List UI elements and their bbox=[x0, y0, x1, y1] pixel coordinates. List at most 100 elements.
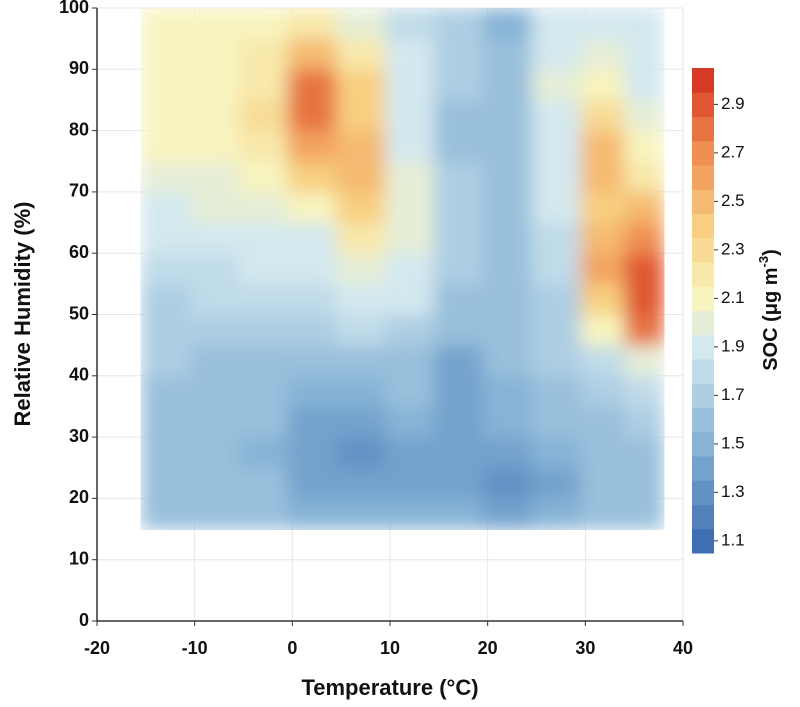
cell bbox=[433, 99, 484, 132]
y-tick-label: 30 bbox=[69, 426, 89, 446]
x-tick-label: 40 bbox=[673, 638, 693, 658]
cell bbox=[287, 69, 337, 101]
colorbar-tick-label: 1.7 bbox=[721, 385, 745, 404]
cell bbox=[287, 437, 337, 469]
cell bbox=[336, 437, 386, 469]
colorbar-tick-label: 2.7 bbox=[721, 142, 745, 161]
cell bbox=[624, 99, 665, 132]
cell bbox=[287, 99, 337, 132]
x-tick-label: -10 bbox=[182, 638, 208, 658]
cell bbox=[238, 498, 289, 530]
cell bbox=[140, 283, 191, 316]
y-tick-label: 50 bbox=[69, 303, 89, 323]
cell bbox=[287, 130, 337, 162]
cell bbox=[580, 191, 625, 224]
cell bbox=[140, 222, 191, 254]
cell bbox=[531, 222, 582, 254]
cell bbox=[482, 222, 533, 254]
colorbar-title-end: ) bbox=[760, 249, 782, 256]
cell bbox=[336, 314, 386, 346]
cell bbox=[238, 314, 289, 346]
cell bbox=[624, 467, 665, 499]
cell bbox=[624, 283, 665, 316]
cell bbox=[287, 8, 337, 40]
cell bbox=[385, 314, 435, 346]
y-tick-label: 40 bbox=[69, 365, 89, 385]
cell bbox=[531, 8, 582, 40]
cell bbox=[189, 406, 240, 438]
cell bbox=[580, 345, 625, 377]
cell bbox=[482, 8, 533, 40]
cell bbox=[482, 161, 533, 193]
cell bbox=[433, 253, 484, 285]
cell bbox=[624, 375, 665, 408]
colorbar-tick-label: 2.3 bbox=[721, 239, 745, 258]
cell bbox=[580, 222, 625, 254]
cell bbox=[189, 345, 240, 377]
cell bbox=[189, 375, 240, 408]
colorbar-band bbox=[692, 383, 714, 408]
cell bbox=[482, 69, 533, 101]
cell bbox=[385, 253, 435, 285]
cell bbox=[238, 222, 289, 254]
cell bbox=[385, 498, 435, 530]
cell bbox=[482, 99, 533, 132]
x-tick-label: 20 bbox=[478, 638, 498, 658]
cell bbox=[385, 130, 435, 162]
colorbar-band bbox=[692, 165, 714, 190]
y-tick-label: 100 bbox=[59, 0, 89, 17]
cell bbox=[624, 253, 665, 285]
cell bbox=[336, 69, 386, 101]
cell bbox=[189, 161, 240, 193]
colorbar-tick-label: 2.1 bbox=[721, 288, 745, 307]
cell bbox=[385, 191, 435, 224]
cell bbox=[140, 38, 191, 70]
y-tick-label: 70 bbox=[69, 181, 89, 201]
cell bbox=[140, 437, 191, 469]
x-tick-label: 10 bbox=[380, 638, 400, 658]
cell bbox=[336, 406, 386, 438]
colorbar-tick-label: 1.3 bbox=[721, 482, 745, 501]
cell bbox=[531, 38, 582, 70]
cell bbox=[580, 130, 625, 162]
cell bbox=[336, 99, 386, 132]
colorbar-band bbox=[692, 359, 714, 384]
cell bbox=[482, 314, 533, 346]
colorbar-band bbox=[692, 68, 714, 93]
x-tick-label: -20 bbox=[84, 638, 110, 658]
cell bbox=[189, 222, 240, 254]
cell bbox=[189, 99, 240, 132]
colorbar-band bbox=[692, 213, 714, 239]
cell bbox=[287, 467, 337, 499]
cell bbox=[287, 38, 337, 70]
cell bbox=[482, 191, 533, 224]
cell bbox=[336, 191, 386, 224]
cell bbox=[580, 253, 625, 285]
cell bbox=[580, 8, 625, 40]
cell bbox=[140, 345, 191, 377]
cell bbox=[385, 222, 435, 254]
cell bbox=[482, 283, 533, 316]
cell bbox=[531, 161, 582, 193]
cell bbox=[385, 437, 435, 469]
cell bbox=[189, 8, 240, 40]
cell bbox=[140, 130, 191, 162]
colorbar-title-sup: -3 bbox=[756, 256, 771, 268]
cell bbox=[433, 283, 484, 316]
cell bbox=[336, 283, 386, 316]
cell bbox=[433, 467, 484, 499]
cell bbox=[287, 222, 337, 254]
cell bbox=[433, 314, 484, 346]
colorbar-band bbox=[692, 528, 714, 554]
cell bbox=[580, 375, 625, 408]
colorbar-tick-label: 2.5 bbox=[721, 191, 745, 210]
cell bbox=[336, 498, 386, 530]
cell bbox=[140, 314, 191, 346]
axes: -20 -10 0 10 20 30 40 0 10 20 30 40 50 60 70 80 90 100 bbox=[59, 0, 693, 658]
cell bbox=[385, 375, 435, 408]
cell bbox=[336, 375, 386, 408]
cell bbox=[482, 498, 533, 530]
cell bbox=[189, 498, 240, 530]
cell bbox=[238, 253, 289, 285]
colorbar-band bbox=[692, 140, 714, 166]
